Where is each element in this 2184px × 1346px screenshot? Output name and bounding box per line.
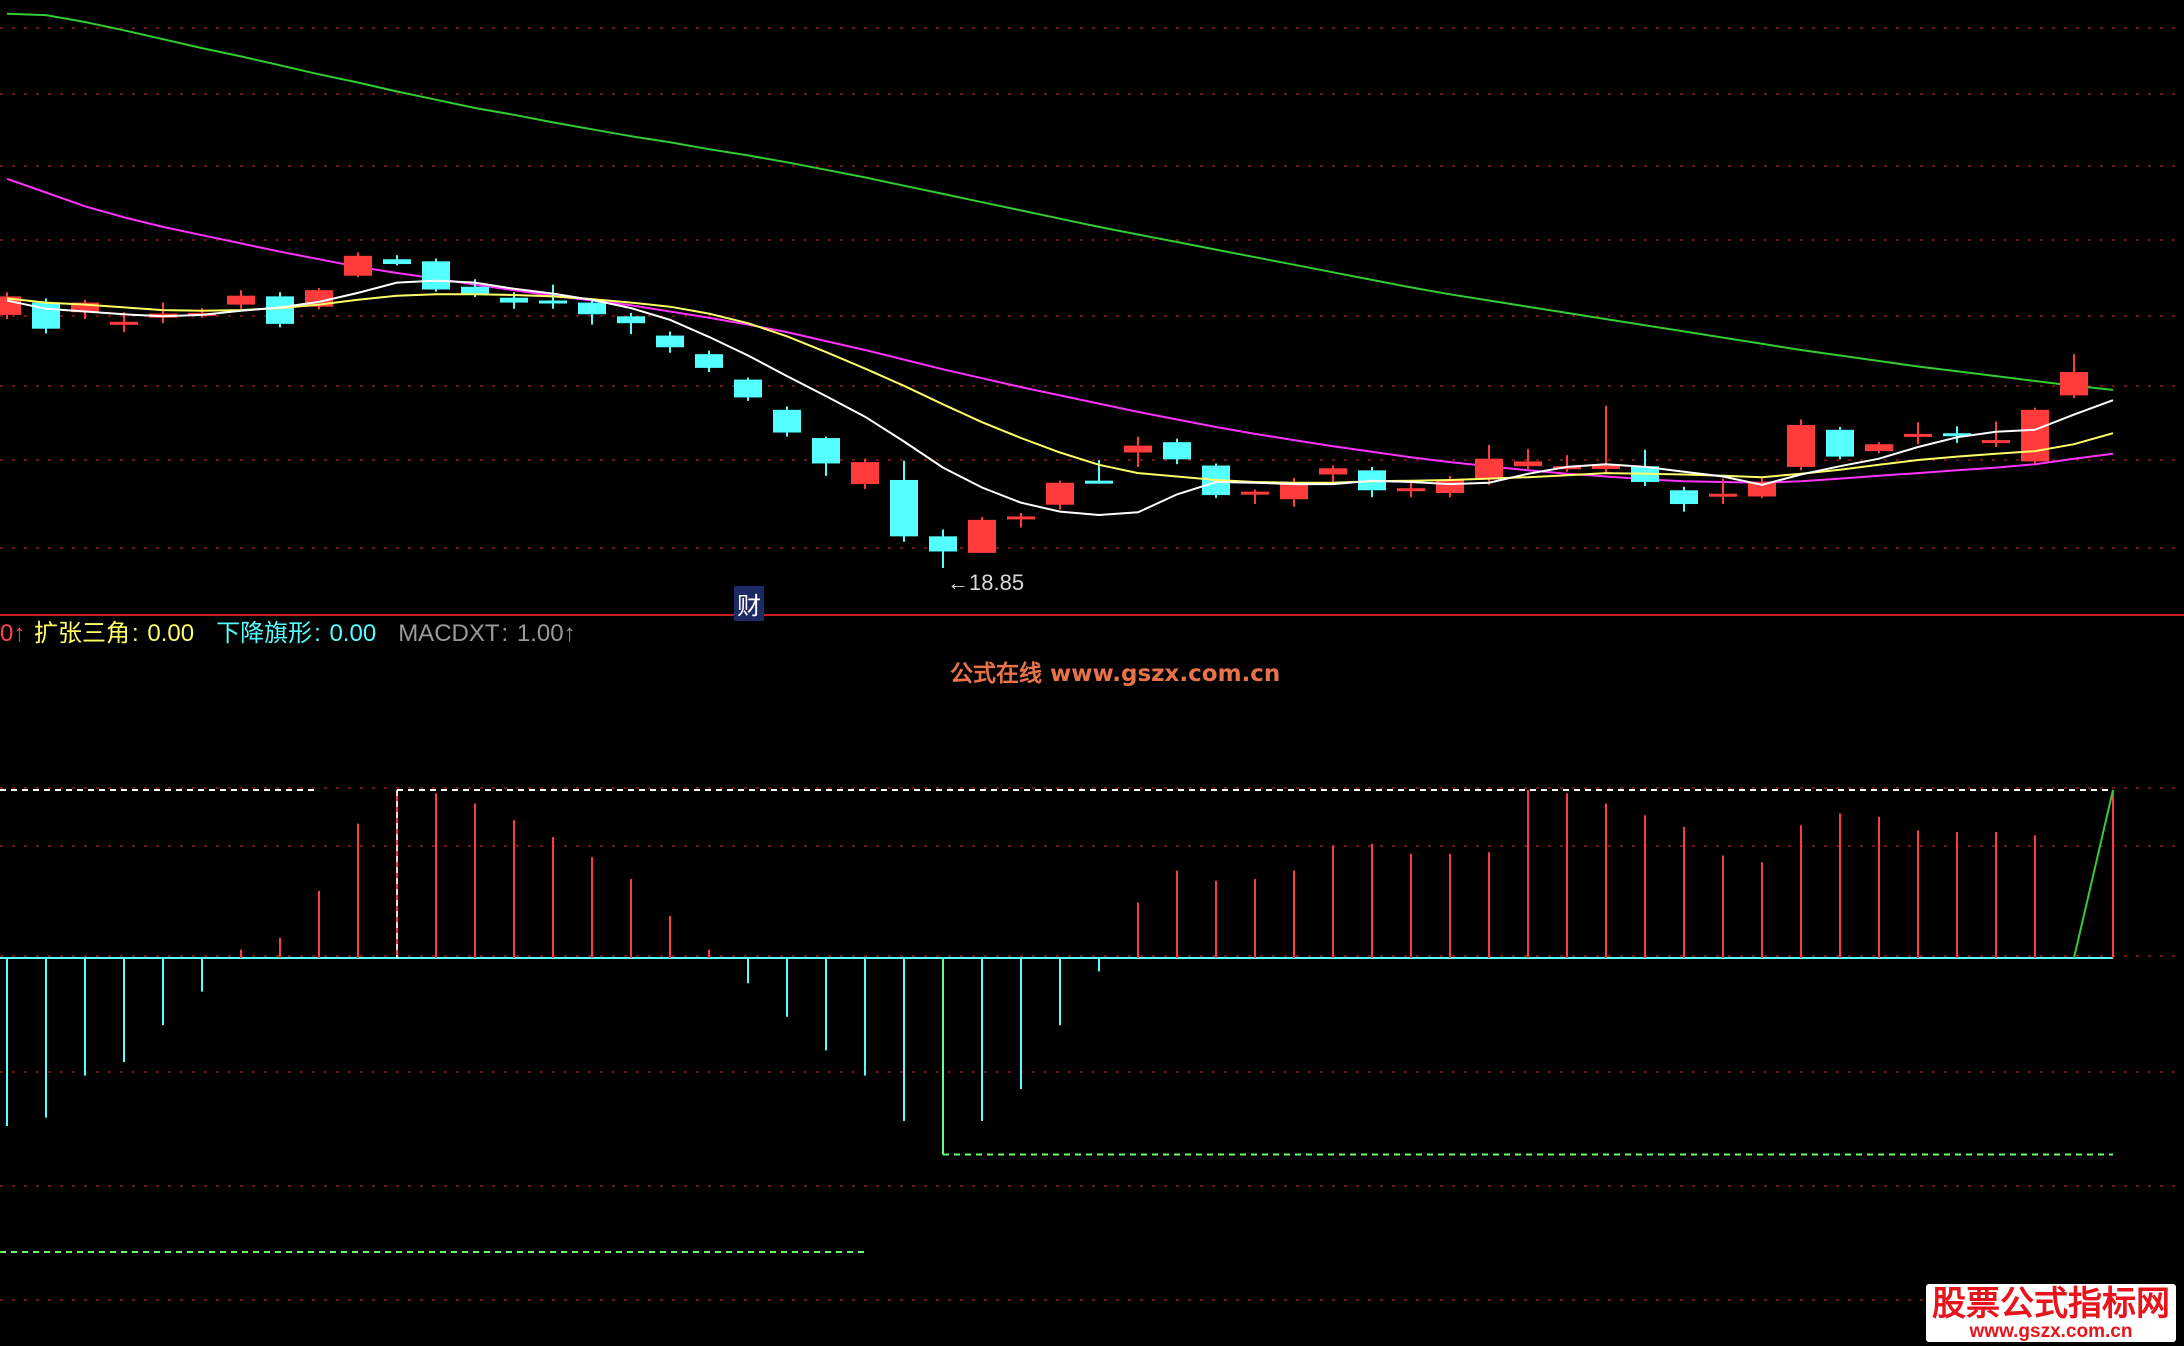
signal-rise-line [2073, 789, 2114, 959]
candle-body [1007, 516, 1035, 520]
candle-body [1241, 491, 1269, 495]
candle-body [1826, 429, 1854, 457]
candle-body [656, 335, 684, 348]
candle-body [1085, 480, 1113, 484]
logo-url: www.gszx.com.cn [1969, 1321, 2133, 1342]
candle-body [1319, 468, 1347, 475]
candle-body [500, 297, 528, 303]
candle-body [71, 302, 99, 313]
site-logo: 股票公式指标网 www.gszx.com.cn [1926, 1284, 2176, 1342]
candle-body [1046, 482, 1074, 505]
candle-body [344, 255, 372, 276]
candle-body [1280, 482, 1308, 500]
candle-body [1670, 490, 1698, 505]
ma-mid-line [6, 293, 2114, 484]
candle-body [422, 261, 450, 290]
watermark-text: 公式在线 www.gszx.com.cn [950, 661, 1281, 687]
candle-body [1982, 440, 2010, 444]
candle-body [461, 286, 489, 294]
indicator-value-expanding-triangle: 0.00 [147, 620, 195, 647]
indicator-label-macdxt: MACDXT [398, 620, 500, 647]
ma-longest-line [6, 12, 2114, 391]
ma-short-line [6, 279, 2114, 517]
candle-body [1943, 433, 1971, 437]
indicator-value-macdxt: 1.00↑ [516, 620, 576, 647]
candle-body [266, 296, 294, 324]
candle-body [0, 296, 21, 315]
candle-body [2060, 372, 2088, 396]
candle-body [1163, 442, 1191, 460]
candle-body [1514, 461, 1542, 467]
candle-body [1904, 433, 1932, 437]
candle-body [1124, 445, 1152, 453]
logo-title: 股票公式指标网 [1932, 1284, 2170, 1324]
candle-body [110, 321, 138, 325]
candle-body [383, 259, 411, 265]
candle-body [617, 316, 645, 324]
candle-body [2021, 409, 2049, 462]
candle-body [929, 536, 957, 552]
candle-body [695, 354, 723, 368]
candle-body [1787, 424, 1815, 467]
candle-body [578, 302, 606, 315]
candle-body [890, 479, 918, 537]
indicator-value-descending-flag: 0.00 [329, 620, 377, 647]
candle-body [1709, 493, 1737, 497]
candle-body [968, 519, 996, 553]
candle-body [1397, 488, 1425, 492]
candle-body [851, 462, 879, 485]
candle-body [773, 409, 801, 433]
candle-body [1865, 444, 1893, 452]
financial-event-marker[interactable]: 财 [734, 586, 764, 621]
indicator-title-bar: 0↑ 扩张三角: 0.00 下降旗形: 0.00 MACDXT: 1.00↑ [0, 620, 576, 647]
indicator-label-descending-flag: 下降旗形 [216, 620, 313, 647]
candle-body [1436, 479, 1464, 494]
candle-body [1592, 464, 1620, 469]
indicator-title: 0↑ [0, 620, 26, 647]
candle-body [227, 295, 255, 305]
candle-body [734, 379, 762, 398]
candle-body [1748, 482, 1776, 497]
indicator-label-expanding-triangle: 扩张三角 [34, 620, 131, 647]
low-price-annotation: ←18.85 [947, 569, 1025, 595]
candle-body [1475, 458, 1503, 480]
candle-body [812, 438, 840, 464]
candle-body [539, 300, 567, 304]
